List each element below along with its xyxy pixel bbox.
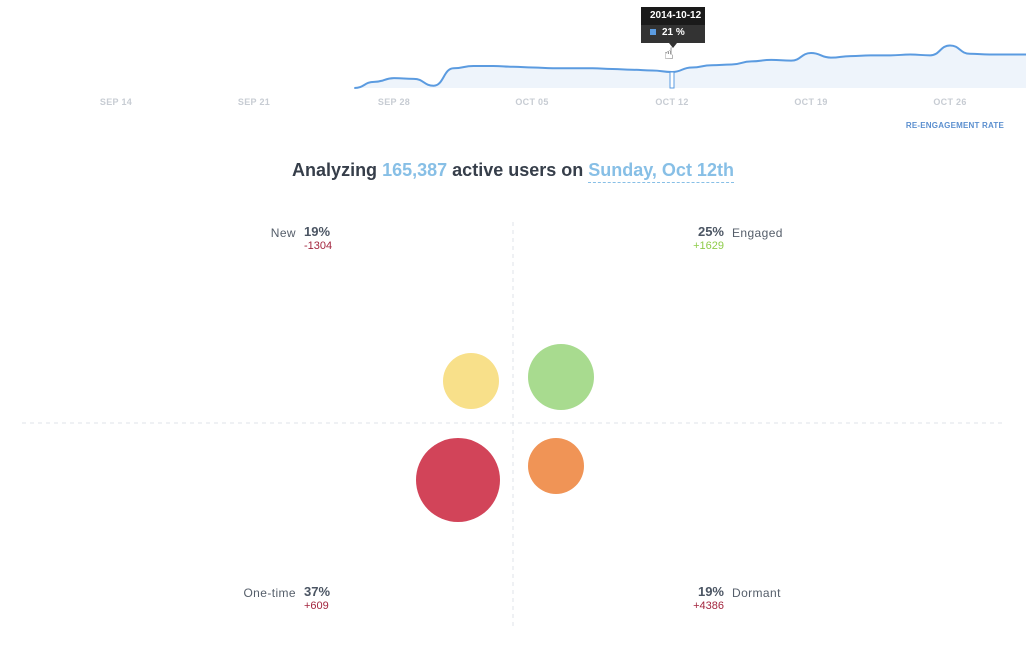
x-tick-oct-05: OCT 05: [515, 97, 549, 107]
reengagement-timeline[interactable]: SEP 14 SEP 21 SEP 28 OCT 05 OCT 12 OCT 1…: [0, 0, 1026, 135]
dormant-name: Dormant: [732, 586, 781, 600]
engaged-bubble[interactable]: [528, 344, 594, 410]
tooltip-date: 2014-10-12: [641, 7, 705, 25]
new-name: New: [270, 226, 296, 240]
one-time-delta: +609: [304, 600, 329, 612]
chart-tooltip: 2014-10-12 21 %: [641, 7, 705, 48]
new-delta: -1304: [304, 240, 333, 252]
x-tick-oct-26: OCT 26: [933, 97, 967, 107]
x-tick-oct-19: OCT 19: [794, 97, 828, 107]
x-tick-sep-28: SEP 28: [377, 97, 411, 107]
headline: Analyzing 165,387 active users on Sunday…: [0, 160, 1026, 183]
engaged-name: Engaged: [732, 226, 783, 240]
headline-middle: active users on: [452, 160, 584, 180]
engaged-segment-label[interactable]: 25% Engaged +1629: [680, 224, 820, 254]
active-user-count: 165,387: [382, 160, 448, 180]
dormant-segment-label[interactable]: 19% Dormant +4386: [680, 584, 820, 614]
hover-marker[interactable]: [669, 71, 675, 89]
new-bubble[interactable]: [443, 353, 499, 409]
x-tick-sep-14: SEP 14: [99, 97, 133, 107]
tooltip-value-row: 21 %: [641, 25, 705, 43]
new-percent: 19%: [304, 224, 331, 239]
engaged-percent: 25%: [697, 224, 724, 239]
one-time-name: One-time: [243, 586, 296, 600]
one-time-bubble[interactable]: [416, 438, 500, 522]
series-line: [354, 44, 1026, 89]
x-tick-sep-21: SEP 21: [237, 97, 271, 107]
one-time-segment-label[interactable]: One-time 37% +609: [200, 584, 336, 614]
engaged-delta: +1629: [693, 240, 724, 252]
dormant-bubble[interactable]: [528, 438, 584, 494]
timeline-chart[interactable]: [0, 0, 1026, 120]
tooltip-value: 21 %: [662, 27, 685, 38]
metric-label[interactable]: RE-ENGAGEMENT RATE: [905, 121, 1004, 130]
hand-cursor-icon: ☝: [664, 46, 674, 63]
series-swatch-icon: [650, 29, 656, 35]
date-selector[interactable]: Sunday, Oct 12th: [588, 160, 734, 183]
dormant-percent: 19%: [697, 584, 724, 599]
dormant-delta: +4386: [693, 600, 724, 612]
x-tick-oct-12: OCT 12: [655, 97, 689, 107]
headline-prefix: Analyzing: [292, 160, 378, 180]
one-time-percent: 37%: [304, 584, 331, 599]
